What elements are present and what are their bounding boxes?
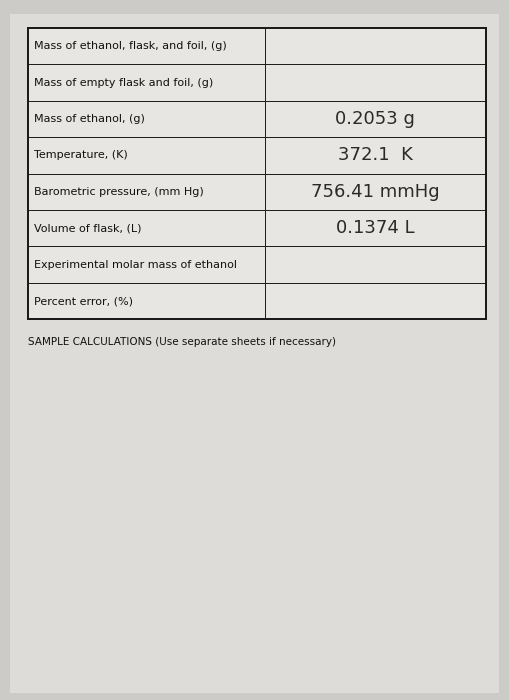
- Text: Experimental molar mass of ethanol: Experimental molar mass of ethanol: [34, 260, 237, 270]
- Text: Mass of empty flask and foil, (g): Mass of empty flask and foil, (g): [34, 78, 213, 88]
- Text: Percent error, (%): Percent error, (%): [34, 296, 133, 306]
- Text: 372.1  K: 372.1 K: [338, 146, 413, 164]
- Text: Temperature, (K): Temperature, (K): [34, 150, 128, 160]
- Text: SAMPLE CALCULATIONS (Use separate sheets if necessary): SAMPLE CALCULATIONS (Use separate sheets…: [28, 337, 336, 346]
- Text: 756.41 mmHg: 756.41 mmHg: [311, 183, 440, 201]
- Bar: [28, 28, 486, 319]
- Text: Barometric pressure, (mm Hg): Barometric pressure, (mm Hg): [34, 187, 204, 197]
- Text: 0.2053 g: 0.2053 g: [335, 110, 415, 128]
- Text: Volume of flask, (L): Volume of flask, (L): [34, 223, 142, 233]
- Text: 0.1374 L: 0.1374 L: [336, 219, 415, 237]
- Text: Mass of ethanol, flask, and foil, (g): Mass of ethanol, flask, and foil, (g): [34, 41, 227, 51]
- Text: Mass of ethanol, (g): Mass of ethanol, (g): [34, 114, 145, 124]
